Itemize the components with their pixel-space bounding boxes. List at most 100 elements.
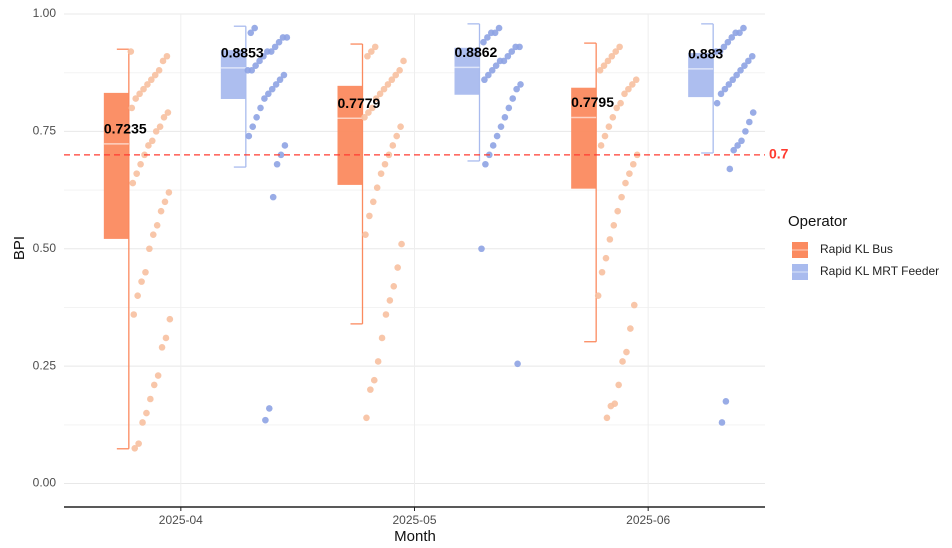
data-point [729,76,737,84]
data-point [279,34,287,41]
data-point [603,414,611,422]
median-label: 0.7795 [571,94,614,110]
data-point [618,193,625,201]
data-point [368,48,375,55]
data-point [485,71,492,79]
data-point [728,34,736,41]
data-point [363,414,370,422]
data-point [148,76,155,84]
y-tick-label: 0.75 [33,124,57,138]
data-point [605,123,613,130]
data-point [481,76,488,84]
y-tick-label: 1.00 [33,6,57,20]
data-point [251,24,258,32]
data-point [142,268,149,276]
data-point [256,57,263,65]
data-point [378,334,386,342]
data-point [162,334,170,342]
data-point [627,325,634,332]
data-point [281,142,289,149]
data-point [619,358,626,365]
y-tick-label: 0.00 [33,476,57,490]
data-point [369,104,376,112]
data-point [612,48,620,55]
data-point [138,278,145,285]
data-point [394,264,401,271]
legend-label: Rapid KL Bus [820,242,893,256]
data-point [249,123,257,130]
data-point [604,57,612,65]
data-point [253,113,260,121]
data-point [717,90,725,98]
data-point [484,34,491,41]
data-point [602,254,610,262]
data-point [504,52,512,60]
data-point [487,29,495,37]
data-point [390,283,398,290]
data-point [712,48,720,55]
data-point [163,52,171,60]
data-point [616,43,623,51]
data-point [156,123,164,130]
data-point [386,297,394,304]
data-point [478,245,485,253]
data-point [606,236,614,243]
data-point [594,292,602,300]
data-point [632,76,640,84]
data-point [245,132,253,140]
data-point [252,62,259,69]
data-point [264,48,271,55]
data-point [367,386,374,393]
data-point [400,57,407,65]
data-point [598,268,606,276]
x-tick-label: 2025-05 [392,513,436,527]
data-point [372,95,380,102]
data-point [136,90,143,98]
data-point [607,402,615,410]
data-point [157,207,165,215]
data-point [131,445,139,452]
data-point [244,67,252,74]
data-point [257,104,264,112]
data-point [733,71,740,79]
data-point [166,315,174,323]
data-point [482,160,489,168]
data-point [260,52,267,60]
data-point [629,160,637,168]
data-point [151,71,159,79]
data-point [388,76,396,84]
data-point [726,165,734,173]
x-tick-label: 2025-06 [626,513,670,527]
data-point [623,348,630,356]
box [103,92,129,239]
data-point [361,113,368,121]
data-point [732,29,739,37]
data-point [495,24,503,32]
data-point [384,81,392,88]
data-point [261,95,268,102]
data-point [140,85,147,93]
data-point [505,104,513,112]
data-point [508,48,516,55]
data-point [143,409,150,417]
data-point [272,81,280,88]
data-point [133,170,140,177]
data-point [608,52,616,60]
data-point [153,221,161,229]
data-point [268,85,276,93]
data-point [617,99,624,107]
data-point [149,231,157,238]
data-point [380,85,388,93]
legend-label: Rapid KL MRT Feeder [820,264,939,278]
data-point [376,90,384,98]
data-point [377,170,385,177]
data-point [497,123,505,130]
data-point [597,142,605,149]
y-axis-title: BPI [11,236,28,260]
data-point [160,113,168,121]
data-point [512,43,519,51]
data-point [600,62,608,69]
box [337,85,363,185]
data-point [369,198,377,206]
data-point [725,81,733,88]
